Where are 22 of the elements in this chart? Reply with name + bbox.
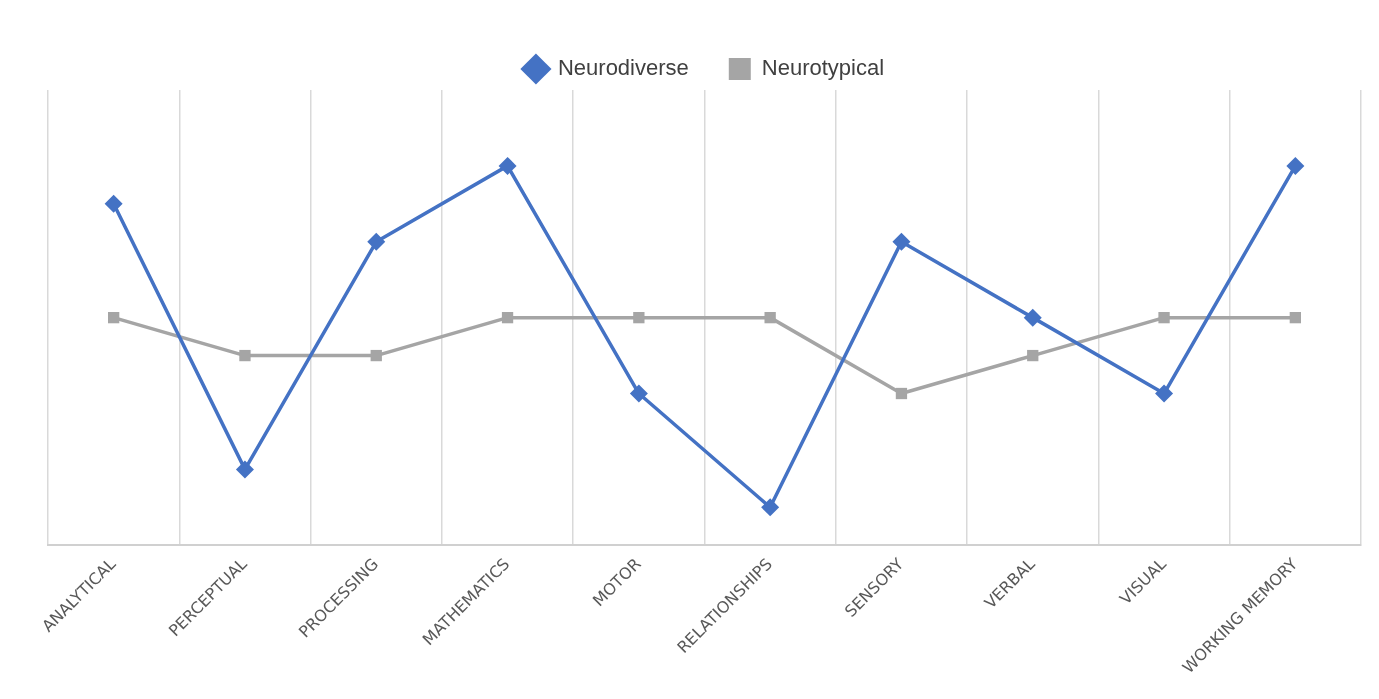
point xyxy=(1155,384,1174,403)
point xyxy=(367,232,386,251)
point xyxy=(107,311,120,324)
point xyxy=(235,460,254,479)
point xyxy=(895,387,908,400)
point xyxy=(1289,311,1302,324)
point xyxy=(370,349,382,362)
legend-label: Neurodiverse xyxy=(557,55,689,81)
point xyxy=(239,349,251,362)
point xyxy=(761,498,780,517)
point xyxy=(629,384,648,403)
point xyxy=(1286,156,1305,175)
point xyxy=(633,311,645,324)
point xyxy=(501,311,514,324)
point xyxy=(1027,349,1039,362)
point xyxy=(1158,311,1170,324)
point xyxy=(104,194,123,213)
legend-label: Neurotypical xyxy=(761,55,885,81)
point xyxy=(498,156,517,175)
point xyxy=(1023,308,1042,327)
point xyxy=(764,311,776,324)
point xyxy=(892,232,911,251)
